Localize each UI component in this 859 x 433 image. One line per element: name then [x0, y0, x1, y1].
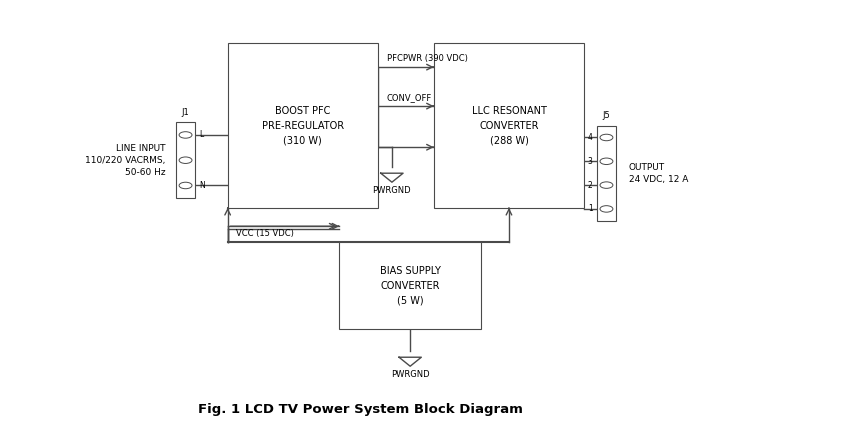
Text: 4: 4 [588, 133, 593, 142]
Circle shape [600, 158, 612, 165]
Circle shape [180, 157, 192, 163]
Text: L: L [199, 130, 204, 139]
Text: OUTPUT
24 VDC, 12 A: OUTPUT 24 VDC, 12 A [629, 163, 688, 184]
Circle shape [600, 182, 612, 188]
Text: BIAS SUPPLY
CONVERTER
(5 W): BIAS SUPPLY CONVERTER (5 W) [380, 266, 441, 306]
Text: LINE INPUT
110/220 VACRMS,
50-60 Hz: LINE INPUT 110/220 VACRMS, 50-60 Hz [85, 144, 166, 177]
Text: J5: J5 [602, 111, 611, 120]
Text: PWRGND: PWRGND [391, 370, 430, 379]
Text: PWRGND: PWRGND [373, 186, 411, 195]
Text: N: N [199, 181, 205, 190]
Circle shape [600, 134, 612, 141]
Text: CONV_OFF: CONV_OFF [387, 93, 432, 102]
Text: 2: 2 [588, 181, 593, 190]
Text: 1: 1 [588, 204, 593, 213]
Text: PFCPWR (390 VDC): PFCPWR (390 VDC) [387, 54, 467, 63]
Bar [176, 122, 195, 198]
Circle shape [180, 182, 192, 189]
Bar [597, 126, 616, 221]
Bar [228, 43, 378, 208]
Text: VCC (15 VDC): VCC (15 VDC) [236, 229, 294, 238]
Text: J1: J1 [181, 108, 190, 117]
Text: BOOST PFC
PRE-REGULATOR
(310 W): BOOST PFC PRE-REGULATOR (310 W) [262, 106, 344, 145]
Bar [434, 43, 584, 208]
Text: LLC RESONANT
CONVERTER
(288 W): LLC RESONANT CONVERTER (288 W) [472, 106, 546, 145]
Circle shape [180, 132, 192, 138]
Circle shape [600, 206, 612, 212]
Text: 3: 3 [588, 157, 593, 166]
Bar [339, 242, 481, 329]
Text: Fig. 1 LCD TV Power System Block Diagram: Fig. 1 LCD TV Power System Block Diagram [198, 403, 523, 416]
